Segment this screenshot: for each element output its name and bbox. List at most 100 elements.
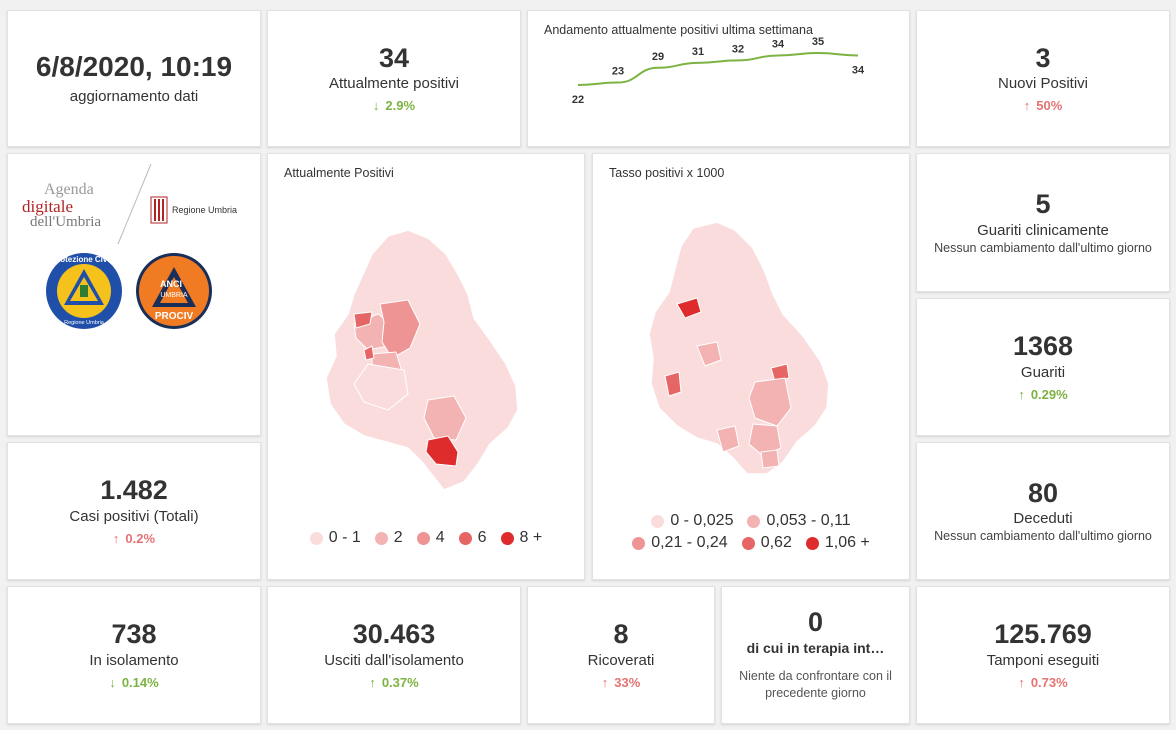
legend-dot-icon [805, 536, 819, 550]
guariti-clinicamente-note: Nessun cambiamento dall'ultimo giorno [934, 240, 1152, 255]
anci-prociv-logo: ANCI UMBRIA PROCIV [136, 253, 212, 329]
nuovi-positivi-value: 3 [1035, 42, 1051, 73]
attualmente-positivi-delta: ↓ 2.9% [373, 98, 415, 113]
nuovi-positivi-card[interactable]: 3 Nuovi Positivi ↑ 50% [916, 10, 1170, 147]
agenda-line2: digitale [22, 197, 73, 216]
legend-dot-icon [309, 531, 323, 545]
logos-card: Agenda digitale dell'Umbria Regione Umbr… [7, 153, 261, 436]
legend-dot-icon [741, 536, 755, 550]
casi-totali-value: 1.482 [100, 475, 168, 506]
nuovi-positivi-label: Nuovi Positivi [997, 75, 1089, 93]
sparkline-data-label: 31 [692, 46, 704, 58]
casi-totali-label: Casi positivi (Totali) [69, 507, 199, 525]
tamponi-value: 125.769 [994, 619, 1092, 650]
map2-legend-label: 0 - 0,025 [670, 512, 734, 529]
map1-legend-label: 6 [477, 529, 487, 546]
legend-dot-icon [416, 531, 430, 545]
map1-legend-item: 4 [416, 529, 445, 547]
casi-totali-delta: ↑ 0.2% [113, 531, 155, 546]
regione-umbria-emblem-icon [150, 196, 168, 224]
map1-legend-label: 8 + [519, 529, 543, 546]
tamponi-delta-value: 0.73% [1030, 674, 1068, 690]
nuovi-positivi-delta-value: 50% [1036, 98, 1063, 114]
legend-dot-icon [632, 536, 646, 550]
sparkline-line [577, 51, 859, 86]
ricoverati-label: Ricoverati [587, 651, 655, 669]
map1-legend-item: 6 [458, 529, 487, 547]
terapia-label: di cui in terapia int… [746, 639, 885, 656]
map1-legend-label: 2 [393, 529, 403, 546]
attualmente-positivi-card[interactable]: 34 Attualmente positivi ↓ 2.9% [267, 10, 521, 147]
guariti-card[interactable]: 1368 Guariti ↑ 0.29% [916, 298, 1170, 436]
protezione-civile-logo: Protezione Civile Regione Umbria [46, 253, 122, 329]
logo-divider [117, 163, 152, 245]
map1-legend: 0 - 1 2 4 6 8 + [268, 529, 584, 547]
map2-legend-label: 0,053 - 0,11 [766, 512, 851, 529]
umbria-map-tasso-positivi[interactable] [593, 212, 911, 572]
anci-text: ANCI [160, 279, 182, 289]
map2-legend-item: 0 - 0,025 [651, 512, 733, 530]
sparkline-data-label: 32 [732, 43, 744, 55]
map-attualmente-positivi-card[interactable]: Attualmente Positivi 0 - 1 2 4 6 8 + [267, 153, 585, 580]
guariti-delta-value: 0.29% [1030, 386, 1068, 402]
guariti-label: Guariti [1020, 363, 1066, 381]
usciti-delta-value: 0.37% [381, 674, 419, 690]
arrow-up-icon: ↑ [1023, 98, 1031, 114]
map2-legend-row2: 0,21 - 0,24 0,62 1,06 + [593, 534, 909, 552]
regione-umbria-label: Regione Umbria [172, 205, 238, 215]
isolamento-value: 738 [111, 619, 157, 650]
map1-legend-label: 4 [435, 529, 445, 546]
map2-legend-item: 1,06 + [805, 534, 870, 552]
sparkline-data-label: 34 [852, 64, 865, 76]
arrow-down-icon: ↓ [109, 674, 116, 690]
legend-dot-icon [458, 531, 472, 545]
update-label: aggiornamento dati [69, 88, 199, 106]
protezione-civile-text: Protezione Civile [52, 255, 117, 264]
map-tasso-positivi-card[interactable]: Tasso positivi x 1000 0 - 0,025 0,053 - … [592, 153, 910, 580]
isolamento-card[interactable]: 738 In isolamento ↓ 0.14% [7, 586, 261, 724]
regione-umbria-logo: Regione Umbria [150, 196, 237, 224]
legend-dot-icon [651, 514, 665, 528]
nuovi-positivi-delta: ↑ 50% [1024, 98, 1063, 113]
map1-title: Attualmente Positivi [284, 166, 394, 180]
legend-dot-icon [374, 531, 388, 545]
map2-legend-item: 0,21 - 0,24 [632, 534, 728, 552]
arrow-up-icon: ↑ [369, 674, 376, 690]
legend-dot-icon [500, 531, 514, 545]
sparkline-title: Andamento attualmente positivi ultima se… [544, 23, 813, 37]
sparkline-card[interactable]: Andamento attualmente positivi ultima se… [527, 10, 910, 147]
attualmente-positivi-label: Attualmente positivi [328, 75, 460, 93]
umbria-map-attualmente-positivi[interactable] [268, 214, 586, 574]
terapia-card[interactable]: 0 di cui in terapia int… Niente da confr… [721, 586, 910, 724]
deceduti-card[interactable]: 80 Deceduti Nessun cambiamento dall'ulti… [916, 442, 1170, 580]
usciti-card[interactable]: 30.463 Usciti dall'isolamento ↑ 0.37% [267, 586, 521, 724]
legend-dot-icon [747, 514, 761, 528]
tamponi-card[interactable]: 125.769 Tamponi eseguiti ↑ 0.73% [916, 586, 1170, 724]
map1-legend-item: 0 - 1 [309, 529, 361, 547]
guariti-clinicamente-card[interactable]: 5 Guariti clinicamente Nessun cambiament… [916, 153, 1170, 292]
terapia-note: Niente da confrontare con il precedente … [739, 668, 892, 700]
ricoverati-card[interactable]: 8 Ricoverati ↑ 33% [527, 586, 715, 724]
map2-legend-item: 0,62 [741, 534, 792, 552]
guariti-clinicamente-value: 5 [1035, 189, 1051, 220]
isolamento-delta-value: 0.14% [121, 674, 159, 690]
protezione-civile-subtext: Regione Umbria [64, 320, 105, 326]
map1-legend-item: 2 [374, 529, 403, 547]
agenda-line1: Agenda [44, 181, 94, 198]
casi-totali-card[interactable]: 1.482 Casi positivi (Totali) ↑ 0.2% [7, 442, 261, 580]
map2-legend-row1: 0 - 0,025 0,053 - 0,11 [593, 512, 909, 530]
map1-legend-item: 8 + [500, 529, 543, 547]
isolamento-label: In isolamento [89, 651, 179, 669]
agenda-line3: dell'Umbria [30, 214, 102, 230]
arrow-up-icon: ↑ [601, 674, 609, 690]
ricoverati-delta-value: 33% [614, 674, 641, 690]
arrow-up-icon: ↑ [112, 530, 120, 546]
arrow-down-icon: ↓ [372, 98, 380, 114]
arrow-up-icon: ↑ [1018, 674, 1025, 690]
sparkline-data-label: 34 [772, 38, 785, 50]
usciti-delta: ↑ 0.37% [369, 675, 418, 690]
casi-totali-delta-value: 0.2% [125, 530, 156, 546]
sparkline-data-label: 29 [652, 51, 664, 63]
ricoverati-delta: ↑ 33% [602, 675, 641, 690]
map1-legend-label: 0 - 1 [328, 529, 361, 546]
